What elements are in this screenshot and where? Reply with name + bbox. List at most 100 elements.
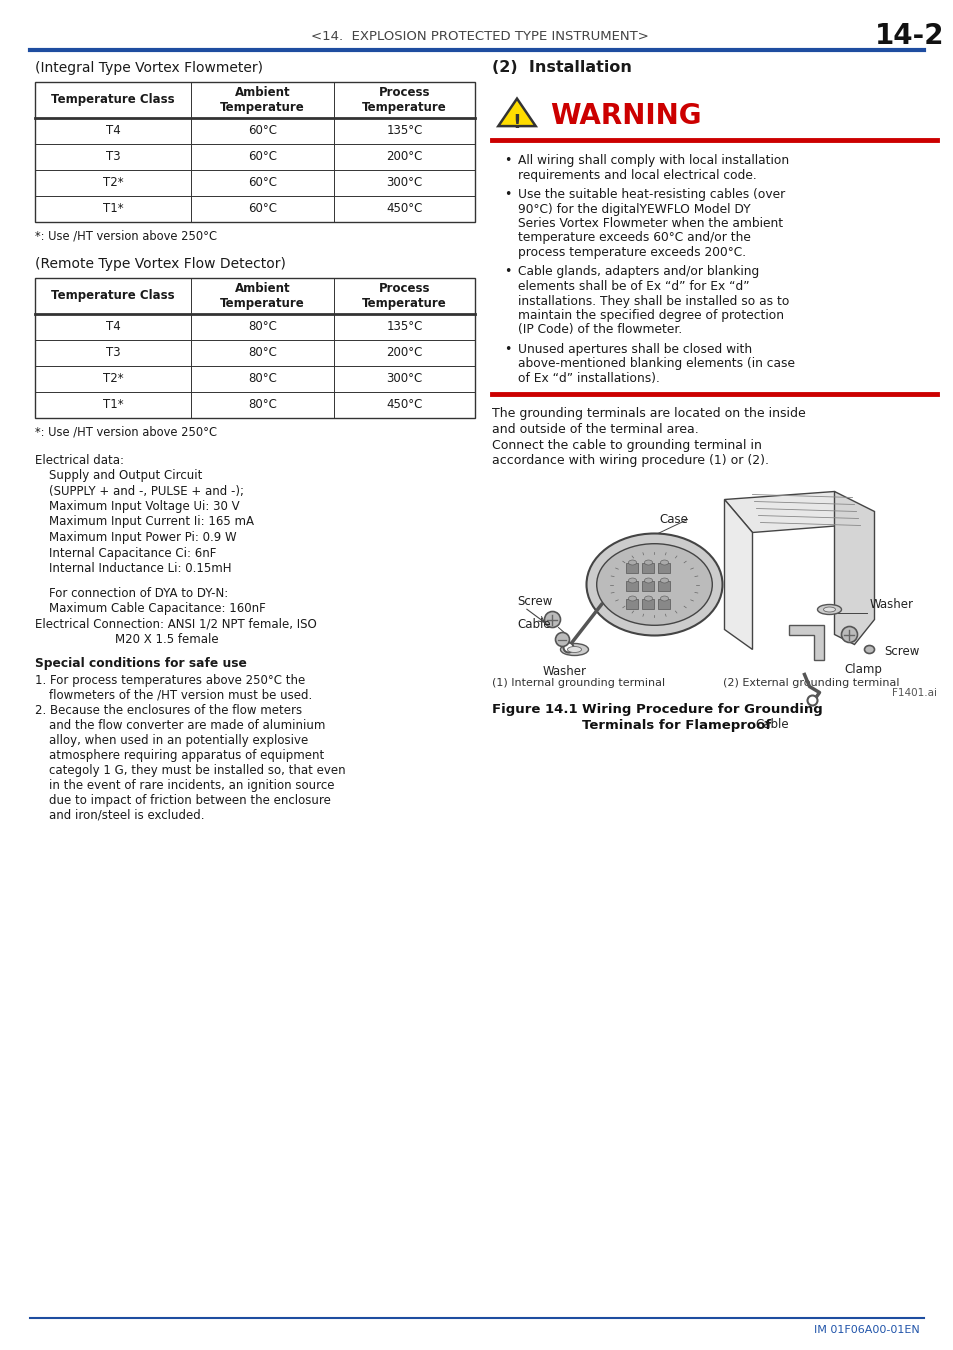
Text: T2*: T2* <box>103 373 123 386</box>
Ellipse shape <box>659 578 668 583</box>
Text: due to impact of friction between the enclosure: due to impact of friction between the en… <box>49 794 331 807</box>
Text: 300°C: 300°C <box>386 373 422 386</box>
Polygon shape <box>834 491 874 644</box>
Text: The grounding terminals are located on the inside: The grounding terminals are located on t… <box>492 408 805 420</box>
Text: 450°C: 450°C <box>386 202 422 216</box>
Text: •: • <box>503 154 511 167</box>
Text: Use the suitable heat-resisting cables (over: Use the suitable heat-resisting cables (… <box>517 188 784 201</box>
Circle shape <box>841 626 857 643</box>
Text: and the flow converter are made of aluminium: and the flow converter are made of alumi… <box>49 718 325 732</box>
Ellipse shape <box>817 605 841 614</box>
Text: T2*: T2* <box>103 177 123 189</box>
Ellipse shape <box>644 595 652 601</box>
Text: Ambient
Temperature: Ambient Temperature <box>220 282 305 310</box>
Text: WARNING: WARNING <box>550 103 700 130</box>
Bar <box>35 278 475 418</box>
Text: alloy, when used in an potentially explosive: alloy, when used in an potentially explo… <box>49 734 308 747</box>
Text: *: Use /HT version above 250°C: *: Use /HT version above 250°C <box>35 230 216 243</box>
Text: 1. For process temperatures above 250°C the: 1. For process temperatures above 250°C … <box>35 674 305 687</box>
Ellipse shape <box>644 578 652 583</box>
Text: (2) External grounding terminal: (2) External grounding terminal <box>722 678 899 687</box>
Text: Maximum Input Current Ii: 165 mA: Maximum Input Current Ii: 165 mA <box>49 516 253 528</box>
Text: Special conditions for safe use: Special conditions for safe use <box>35 657 247 670</box>
Polygon shape <box>723 491 854 532</box>
Text: Maximum Cable Capacitance: 160nF: Maximum Cable Capacitance: 160nF <box>49 602 266 616</box>
Text: 14-2: 14-2 <box>874 22 943 50</box>
Text: •: • <box>503 188 511 201</box>
Text: Electrical data:: Electrical data: <box>35 454 124 467</box>
Text: 60°C: 60°C <box>248 202 277 216</box>
Text: •: • <box>503 266 511 278</box>
Text: Washer: Washer <box>542 666 586 678</box>
Text: Figure 14.1: Figure 14.1 <box>492 702 577 716</box>
Text: Screw: Screw <box>517 595 553 608</box>
Text: Temperature Class: Temperature Class <box>51 289 174 302</box>
Text: For connection of DYA to DY-N:: For connection of DYA to DY-N: <box>49 587 228 599</box>
Text: T4: T4 <box>106 320 120 333</box>
Text: temperature exceeds 60°C and/or the: temperature exceeds 60°C and/or the <box>517 231 750 244</box>
Text: 80°C: 80°C <box>248 398 277 412</box>
Text: 60°C: 60°C <box>248 150 277 163</box>
Text: (1) Internal grounding terminal: (1) Internal grounding terminal <box>492 678 664 687</box>
Text: (Remote Type Vortex Flow Detector): (Remote Type Vortex Flow Detector) <box>35 256 286 271</box>
Text: accordance with wiring procedure (1) or (2).: accordance with wiring procedure (1) or … <box>492 454 768 467</box>
Text: !: ! <box>512 112 521 131</box>
Bar <box>641 580 654 590</box>
Text: Clamp: Clamp <box>843 663 882 676</box>
Polygon shape <box>497 99 536 126</box>
Circle shape <box>806 695 817 706</box>
Text: (IP Code) of the flowmeter.: (IP Code) of the flowmeter. <box>517 324 681 336</box>
Text: Electrical Connection: ANSI 1/2 NPT female, ISO: Electrical Connection: ANSI 1/2 NPT fema… <box>35 618 316 630</box>
Ellipse shape <box>863 645 874 653</box>
Ellipse shape <box>628 560 636 566</box>
Bar <box>626 563 638 572</box>
Text: elements shall be of Ex “d” for Ex “d”: elements shall be of Ex “d” for Ex “d” <box>517 279 749 293</box>
Circle shape <box>563 643 573 652</box>
Text: Internal Capacitance Ci: 6nF: Internal Capacitance Ci: 6nF <box>49 547 216 559</box>
Text: Process
Temperature: Process Temperature <box>362 282 447 310</box>
Text: above-mentioned blanking elements (in case: above-mentioned blanking elements (in ca… <box>517 358 794 370</box>
Ellipse shape <box>628 595 636 601</box>
Text: of Ex “d” installations).: of Ex “d” installations). <box>517 373 659 385</box>
Ellipse shape <box>659 560 668 566</box>
Text: requirements and local electrical code.: requirements and local electrical code. <box>517 169 756 181</box>
Text: and outside of the terminal area.: and outside of the terminal area. <box>492 423 698 436</box>
Text: 450°C: 450°C <box>386 398 422 412</box>
Text: in the event of rare incidents, an ignition source: in the event of rare incidents, an ignit… <box>49 779 335 792</box>
Text: •: • <box>503 343 511 356</box>
Ellipse shape <box>628 578 636 583</box>
Polygon shape <box>789 625 823 660</box>
Text: Connect the cable to grounding terminal in: Connect the cable to grounding terminal … <box>492 439 761 451</box>
Bar <box>35 82 475 221</box>
Text: maintain the specified degree of protection: maintain the specified degree of protect… <box>517 309 783 323</box>
Circle shape <box>555 633 569 647</box>
Text: 60°C: 60°C <box>248 124 277 138</box>
Bar <box>641 563 654 572</box>
Ellipse shape <box>644 560 652 566</box>
Text: Maximum Input Power Pi: 0.9 W: Maximum Input Power Pi: 0.9 W <box>49 531 236 544</box>
Text: 300°C: 300°C <box>386 177 422 189</box>
Text: 60°C: 60°C <box>248 177 277 189</box>
Text: Case: Case <box>659 513 688 526</box>
Text: Process
Temperature: Process Temperature <box>362 85 447 115</box>
Text: T3: T3 <box>106 347 120 359</box>
Text: 80°C: 80°C <box>248 320 277 333</box>
Text: Cable glands, adapters and/or blanking: Cable glands, adapters and/or blanking <box>517 266 759 278</box>
Text: 2. Because the enclosures of the flow meters: 2. Because the enclosures of the flow me… <box>35 703 302 717</box>
Text: T1*: T1* <box>103 398 123 412</box>
Text: Series Vortex Flowmeter when the ambient: Series Vortex Flowmeter when the ambient <box>517 217 782 230</box>
Text: All wiring shall comply with local installation: All wiring shall comply with local insta… <box>517 154 788 167</box>
Text: <14.  EXPLOSION PROTECTED TYPE INSTRUMENT>: <14. EXPLOSION PROTECTED TYPE INSTRUMENT… <box>311 30 648 42</box>
Bar <box>658 563 670 572</box>
Bar <box>641 598 654 609</box>
Bar <box>626 598 638 609</box>
Text: process temperature exceeds 200°C.: process temperature exceeds 200°C. <box>517 246 745 259</box>
Ellipse shape <box>567 647 581 652</box>
Text: 135°C: 135°C <box>386 124 422 138</box>
Text: (Integral Type Vortex Flowmeter): (Integral Type Vortex Flowmeter) <box>35 61 263 76</box>
Text: 90°C) for the digitalYEWFLO Model DY: 90°C) for the digitalYEWFLO Model DY <box>517 202 750 216</box>
Text: Terminals for Flameproof: Terminals for Flameproof <box>581 718 770 732</box>
Bar <box>658 598 670 609</box>
Text: T4: T4 <box>106 124 120 138</box>
Text: (SUPPLY + and -, PULSE + and -);: (SUPPLY + and -, PULSE + and -); <box>49 485 244 498</box>
